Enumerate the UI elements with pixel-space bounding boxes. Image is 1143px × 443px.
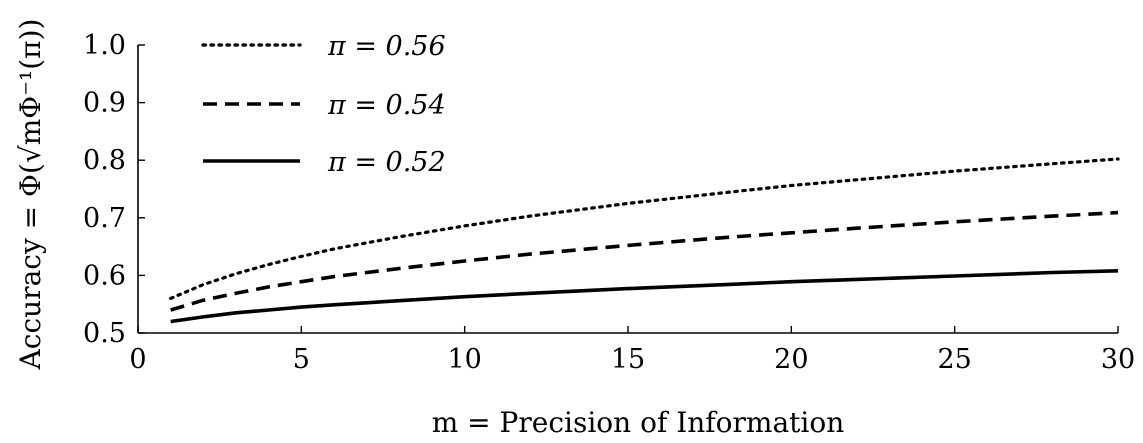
tick-labels: 0 5 10 15 20 25 30 0.5 0.6 0.7 0.8 0.9 1.0 <box>83 30 1135 375</box>
series-line-dashed <box>170 210 1119 312</box>
tick-marks <box>137 44 1119 334</box>
x-axis-title: m = Precision of Information <box>432 406 845 439</box>
x-tick-label: 30 <box>1101 344 1135 375</box>
legend-label: π = 0.54 <box>327 90 446 121</box>
y-tick-label: 0.5 <box>83 318 126 349</box>
legend-label: π = 0.52 <box>327 147 446 178</box>
x-tick-label: 20 <box>774 344 808 375</box>
legend: π = 0.56 π = 0.54 π = 0.52 <box>201 31 446 178</box>
y-tick-label: 0.6 <box>83 260 126 291</box>
y-axis-title: Accuracy = Φ(√mΦ⁻¹(π)) <box>14 19 47 371</box>
x-tick-label: 25 <box>937 344 971 375</box>
x-tick-label: 10 <box>447 344 481 375</box>
x-tick-label: 0 <box>129 344 146 375</box>
y-tick-label: 1.0 <box>83 30 126 61</box>
series-line-dotted <box>169 157 1120 300</box>
y-tick-label: 0.9 <box>83 88 126 119</box>
y-tick-label: 0.7 <box>83 203 126 234</box>
series-lines <box>169 157 1120 324</box>
legend-label: π = 0.56 <box>327 31 446 62</box>
y-tick-label: 0.8 <box>83 145 126 176</box>
x-tick-label: 15 <box>611 344 645 375</box>
x-tick-label: 5 <box>293 344 310 375</box>
series-line-solid <box>170 269 1119 324</box>
